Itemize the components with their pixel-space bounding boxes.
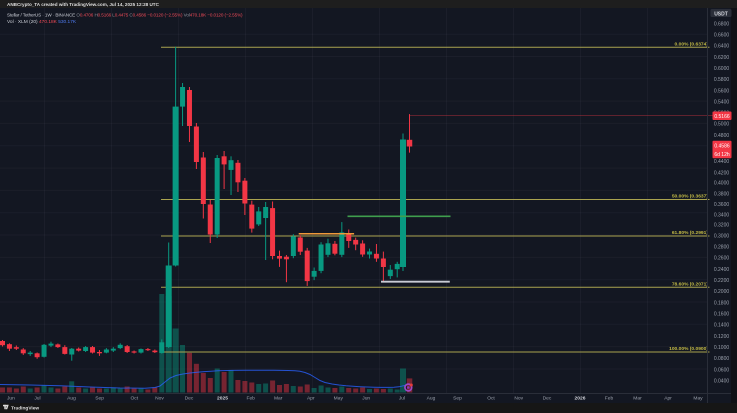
svg-text:Mar: Mar bbox=[633, 396, 642, 402]
svg-text:0.4800: 0.4800 bbox=[714, 133, 730, 139]
svg-text:Jun: Jun bbox=[7, 396, 15, 402]
svg-text:0.1800: 0.1800 bbox=[714, 300, 730, 306]
svg-text:Nov: Nov bbox=[514, 396, 523, 402]
svg-text:Mar: Mar bbox=[274, 396, 283, 402]
svg-text:May: May bbox=[693, 396, 703, 402]
svg-text:0.0600: 0.0600 bbox=[714, 367, 730, 373]
svg-text:Dec: Dec bbox=[185, 396, 194, 402]
svg-text:ANBCrypto_TA created with Trad: ANBCrypto_TA created with TradingView.co… bbox=[7, 2, 160, 7]
svg-text:50.00% (0.3637): 50.00% (0.3637) bbox=[672, 194, 709, 200]
svg-text:USDT: USDT bbox=[714, 11, 728, 17]
svg-text:Oct: Oct bbox=[487, 396, 495, 402]
svg-text:May: May bbox=[334, 396, 344, 402]
svg-text:0.00% (0.6374): 0.00% (0.6374) bbox=[675, 42, 709, 48]
svg-text:0.1000: 0.1000 bbox=[714, 345, 730, 351]
svg-text:0.6000: 0.6000 bbox=[714, 66, 730, 72]
svg-text:0.3800: 0.3800 bbox=[714, 192, 730, 198]
svg-text:Feb: Feb bbox=[246, 396, 255, 402]
svg-text:Aug: Aug bbox=[67, 396, 76, 402]
svg-text:0.2000: 0.2000 bbox=[714, 289, 730, 295]
svg-text:Nov: Nov bbox=[155, 396, 164, 402]
svg-text:Stellar / TetherUS · 1W · BINA: Stellar / TetherUS · 1W · BINANCE O0.470… bbox=[7, 12, 243, 17]
svg-text:0.5600: 0.5600 bbox=[714, 88, 730, 94]
svg-text:Feb: Feb bbox=[605, 396, 614, 402]
svg-text:0.1200: 0.1200 bbox=[714, 334, 730, 340]
svg-text:Jul: Jul bbox=[34, 396, 40, 402]
svg-text:0.0400: 0.0400 bbox=[714, 378, 730, 384]
svg-text:Dec: Dec bbox=[543, 396, 552, 402]
svg-text:0.4586: 0.4586 bbox=[714, 143, 730, 149]
svg-text:0.6400: 0.6400 bbox=[714, 44, 730, 50]
svg-text:0.1400: 0.1400 bbox=[714, 323, 730, 329]
svg-text:0.0800: 0.0800 bbox=[714, 356, 730, 362]
svg-text:Jun: Jun bbox=[362, 396, 370, 402]
svg-text:TradingView: TradingView bbox=[11, 405, 39, 411]
svg-text:Oct: Oct bbox=[130, 396, 138, 402]
svg-text:0.3400: 0.3400 bbox=[714, 213, 730, 219]
svg-text:78.60% (0.2071): 78.60% (0.2071) bbox=[672, 282, 709, 288]
svg-text:0.2400: 0.2400 bbox=[714, 267, 730, 273]
svg-text:0.4400: 0.4400 bbox=[714, 159, 730, 165]
svg-text:0.3600: 0.3600 bbox=[714, 202, 730, 208]
svg-text:61.80% (0.2991): 61.80% (0.2991) bbox=[672, 230, 709, 236]
svg-text:0.2200: 0.2200 bbox=[714, 278, 730, 284]
svg-text:0.2600: 0.2600 bbox=[714, 256, 730, 262]
svg-text:0.4200: 0.4200 bbox=[714, 170, 730, 176]
svg-text:0.4000: 0.4000 bbox=[714, 181, 730, 187]
svg-text:0.5800: 0.5800 bbox=[714, 77, 730, 83]
svg-text:Vol · XLM (20) 470.18K 530.17K: Vol · XLM (20) 470.18K 530.17K bbox=[7, 19, 77, 25]
svg-text:2026: 2026 bbox=[575, 396, 586, 402]
svg-text:Jul: Jul bbox=[399, 396, 405, 402]
svg-text:0.3000: 0.3000 bbox=[714, 233, 730, 239]
svg-text:6d 12h: 6d 12h bbox=[714, 152, 730, 158]
svg-text:0.6200: 0.6200 bbox=[714, 55, 730, 61]
svg-text:Sep: Sep bbox=[453, 396, 462, 402]
svg-text:0.5166: 0.5166 bbox=[714, 114, 730, 120]
svg-text:0.5000: 0.5000 bbox=[714, 122, 730, 128]
svg-text:Apr: Apr bbox=[664, 396, 672, 402]
svg-text:Sep: Sep bbox=[95, 396, 104, 402]
svg-text:0.5400: 0.5400 bbox=[714, 99, 730, 105]
svg-text:0.6800: 0.6800 bbox=[714, 21, 730, 27]
svg-text:Apr: Apr bbox=[307, 396, 315, 402]
svg-text:2025: 2025 bbox=[217, 396, 228, 402]
svg-text:0.6600: 0.6600 bbox=[714, 33, 730, 39]
svg-text:0.3200: 0.3200 bbox=[714, 223, 730, 229]
svg-text:0.1600: 0.1600 bbox=[714, 312, 730, 318]
svg-text:0.2800: 0.2800 bbox=[714, 245, 730, 251]
svg-text:100.00% (0.0900): 100.00% (0.0900) bbox=[669, 346, 708, 352]
svg-text:Aug: Aug bbox=[427, 396, 436, 402]
